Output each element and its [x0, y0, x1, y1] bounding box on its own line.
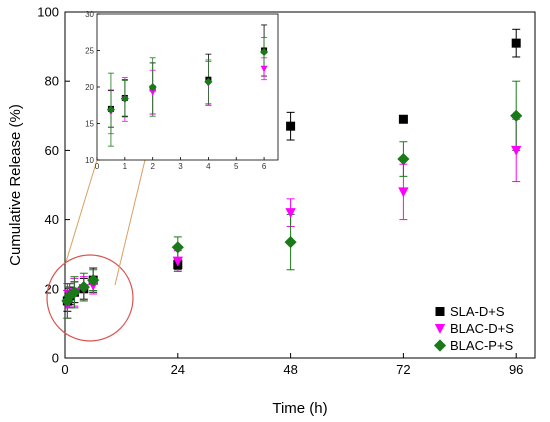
y-tick-label: 0 [52, 351, 59, 366]
data-point-diamond [204, 77, 213, 86]
zoom-connector-line [114, 159, 146, 286]
y-tick-label: 20 [45, 281, 59, 296]
data-point-diamond [510, 109, 523, 122]
data-point-triangle-down [149, 89, 157, 96]
zoom-circle [46, 254, 134, 342]
data-point-diamond [63, 289, 76, 302]
legend-item: BLAC-P+S [433, 338, 514, 353]
main-plot-frame [64, 11, 536, 359]
legend-marker-triangle-down [434, 324, 446, 334]
data-point-diamond [87, 274, 100, 287]
x-axis-label: Time (h) [272, 400, 327, 417]
data-point-triangle-down [285, 208, 296, 219]
zoom-connector-line [65, 159, 98, 263]
x-tick-label: 96 [509, 362, 523, 377]
legend-marker-diamond [433, 339, 447, 352]
data-point-triangle-down [511, 145, 522, 156]
inset-x-tick-label: 0 [95, 162, 100, 171]
main-data-marks [61, 28, 523, 319]
data-point-diamond [260, 47, 269, 57]
inset-y-tick-label: 15 [85, 120, 94, 129]
data-point-diamond [397, 152, 410, 166]
data-point-square [398, 114, 408, 124]
y-tick-label: 80 [45, 74, 59, 89]
data-point-diamond [284, 236, 297, 249]
inset-x-tick-label: 6 [262, 162, 267, 171]
inset-background [97, 14, 278, 160]
inset-x-tick-label: 3 [178, 162, 183, 171]
legend-label: BLAC-D+S [450, 321, 514, 336]
legend-marker-diamond [433, 339, 447, 352]
data-point-triangle-down [260, 65, 268, 73]
data-point-diamond [106, 105, 115, 114]
data-point-triangle-down [398, 187, 409, 198]
data-point-diamond [171, 241, 184, 254]
data-point-triangle-down [172, 256, 183, 267]
inset-x-tick-label: 5 [234, 162, 239, 171]
inset-y-tick-label: 20 [85, 83, 94, 92]
inset-y-tick-label: 25 [85, 47, 94, 56]
data-point-diamond [77, 280, 90, 294]
data-point-square [286, 121, 296, 131]
x-tick-label: 0 [61, 362, 68, 377]
x-tick-label: 48 [283, 362, 297, 377]
data-point-diamond [120, 94, 129, 103]
legend-marker-square [435, 307, 445, 316]
inset-y-tick-label: 10 [85, 156, 94, 165]
inset-data-marks [106, 24, 269, 147]
legend-marker-triangle [434, 324, 446, 334]
inset-x-tick-label: 1 [123, 162, 128, 171]
y-tick-label: 40 [45, 212, 59, 227]
legend-item: SLA-D+S [435, 304, 505, 319]
y-tick-label: 100 [37, 5, 59, 20]
x-tick-label: 24 [171, 362, 185, 377]
data-point-square [511, 38, 521, 48]
inset-x-tick-label: 4 [206, 162, 211, 171]
legend-item: BLAC-D+S [434, 321, 514, 336]
data-point-diamond [148, 82, 157, 92]
legend: SLA-D+S BLAC-D+S BLAC-P+S [433, 304, 514, 353]
inset-x-tick-label: 2 [150, 162, 155, 171]
legend-label: SLA-D+S [450, 304, 505, 319]
legend-marker-square [435, 307, 445, 316]
legend-label: BLAC-P+S [450, 338, 514, 353]
inset-axes: 0 1 2 3 4 5 6 10 15 20 25 30 [85, 10, 267, 171]
zoom-callout [46, 159, 146, 342]
inset-y-tick-label: 30 [85, 10, 94, 19]
y-axis-label: Cumulative Release (%) [7, 104, 24, 266]
data-point-diamond [61, 294, 74, 307]
data-point-diamond [68, 286, 81, 299]
y-tick-label: 60 [45, 143, 59, 158]
inset-plot: 0 1 2 3 4 5 6 10 15 20 25 30 [85, 10, 279, 171]
x-tick-label: 72 [396, 362, 410, 377]
